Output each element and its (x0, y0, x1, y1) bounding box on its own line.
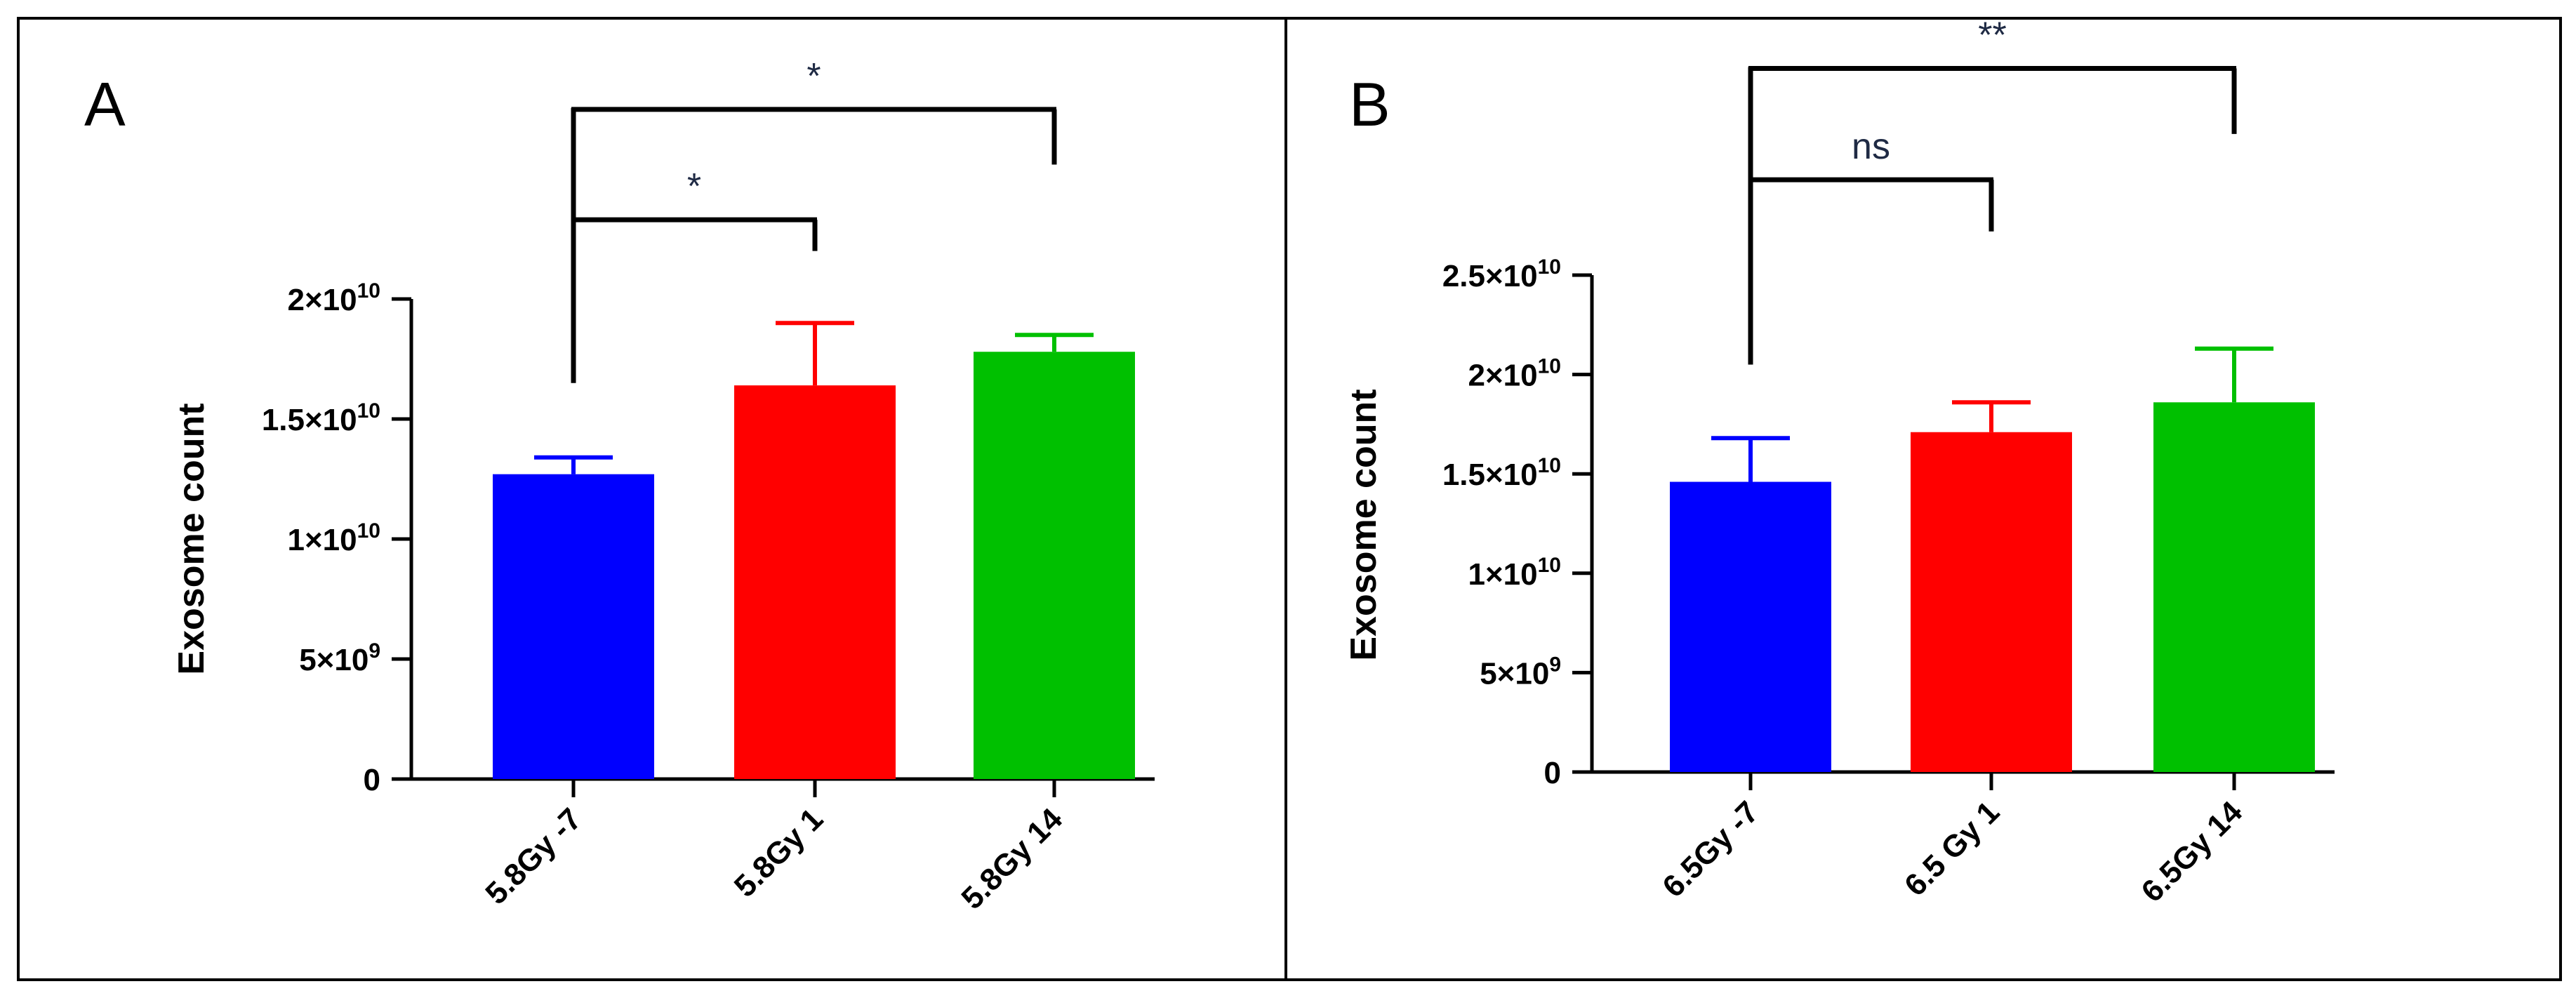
panel-a-category-label: 5.8Gy 1 (728, 801, 830, 903)
panel-b-y-tick-label: 2×1010 (1468, 355, 1561, 393)
panel-b-category-label: 6.5Gy 14 (2135, 794, 2249, 909)
panel-b-category-label: 6.5 Gy 1 (1898, 794, 2006, 903)
panel-a-category-label: 5.8Gy -7 (479, 801, 588, 911)
panel-a-y-tick-label: 0 (364, 763, 380, 797)
panel-b-y-axis-title: Exosome count (1343, 389, 1384, 660)
panel-b-bar-2 (1911, 432, 2072, 772)
panel-a-category-label: 5.8Gy 14 (955, 801, 1069, 916)
panel-b-y-tick-label: 5×109 (1480, 653, 1561, 691)
panel-a-significance-label-2: * (806, 56, 821, 97)
panel-b-bar-3 (2153, 402, 2315, 772)
panel-b-y-tick-label: 2.5×1010 (1442, 255, 1561, 293)
panel-a-y-axis-title: Exosome count (171, 403, 212, 674)
panel-b-y-tick-label: 1.5×1010 (1442, 454, 1561, 492)
panel-a-y-tick-label: 5×109 (299, 639, 380, 677)
panel-a-y-tick-label: 1.5×1010 (262, 399, 380, 437)
panel-a-y-tick-label: 1×1010 (288, 519, 380, 557)
panel-b-bar-1 (1670, 481, 1831, 772)
panel-b-y-tick-label: 1×1010 (1468, 554, 1561, 592)
panel-a-label: A (84, 69, 126, 139)
panel-a-y-tick-label: 2×1010 (288, 279, 380, 317)
panel-a-bar-3 (974, 352, 1135, 779)
panel-b-y-tick-label: 0 (1544, 756, 1561, 790)
panel-b-significance-label-1: ns (1852, 126, 1890, 167)
panel-b-category-label: 6.5Gy -7 (1656, 794, 1765, 904)
panel-b-significance-label-2: ** (1978, 15, 2006, 55)
panel-a-significance-label-1: * (687, 166, 701, 207)
panel-a-bar-1 (493, 474, 654, 779)
panel-b-label: B (1349, 69, 1390, 139)
panel-a-bar-2 (734, 385, 896, 779)
